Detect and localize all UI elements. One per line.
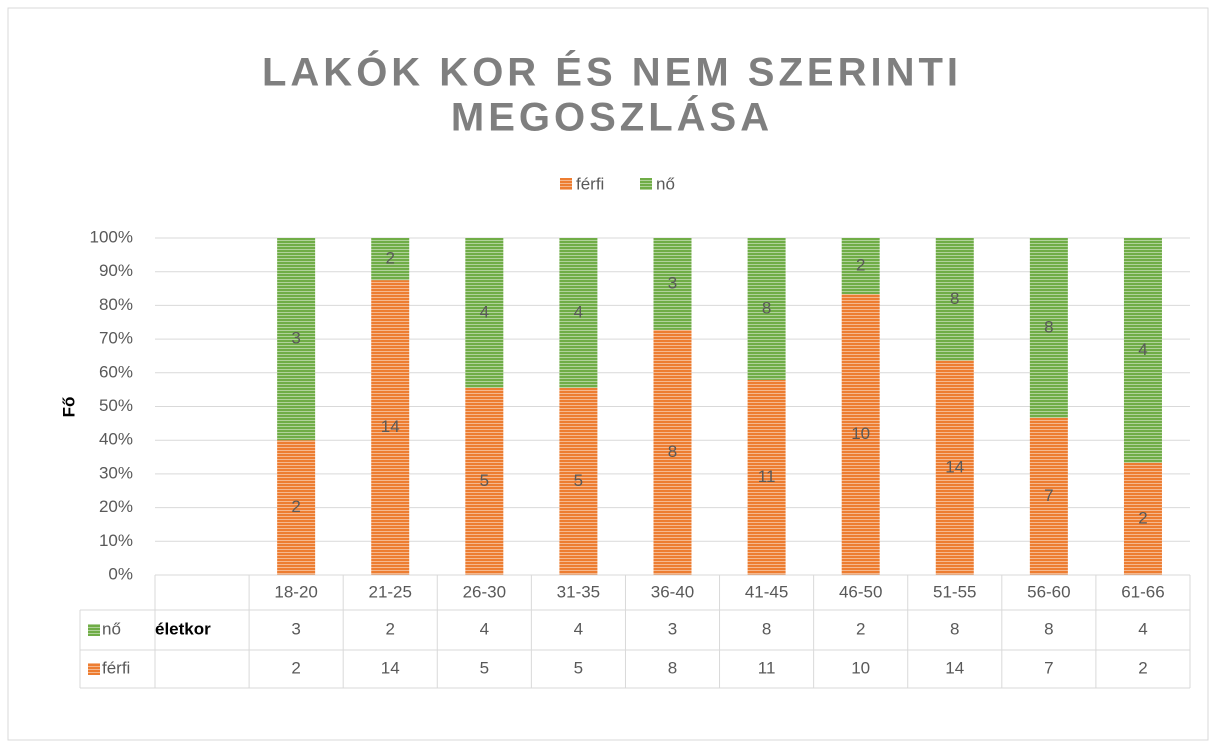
data-label: 11 (758, 467, 776, 486)
data-label: 3 (668, 273, 677, 292)
y-tick-label: 100% (90, 227, 133, 246)
bar-segment (935, 360, 974, 575)
bar-segment (653, 329, 692, 575)
bar-segment (465, 238, 504, 388)
y-tick-label: 0% (108, 564, 133, 583)
data-label: 2 (856, 256, 865, 275)
legend-label: férfi (576, 174, 604, 193)
table-cell: 5 (574, 658, 583, 677)
table-cell: 11 (758, 658, 776, 677)
x-tick-label: 51-55 (933, 582, 976, 601)
table-legend-swatch (88, 663, 100, 675)
chart-border (7, 7, 1209, 741)
y-tick-label: 50% (99, 396, 133, 415)
x-axis-label: életkor (155, 619, 211, 638)
legend-label: nő (656, 174, 675, 193)
table-cell: 4 (574, 619, 583, 638)
bar-segment (277, 440, 316, 575)
y-tick-label: 30% (99, 463, 133, 482)
data-label: 4 (1138, 340, 1147, 359)
table-cell: 2 (291, 658, 300, 677)
y-tick-label: 40% (99, 430, 133, 449)
table-cell: 8 (668, 658, 677, 677)
x-tick-label: 36-40 (651, 582, 694, 601)
table-cell: 4 (1138, 619, 1147, 638)
data-label: 4 (574, 302, 583, 321)
table-cell: 7 (1044, 658, 1053, 677)
bar-segment (1029, 238, 1068, 418)
data-label: 8 (668, 442, 677, 461)
bar-segment (747, 238, 786, 380)
x-tick-label: 61-66 (1121, 582, 1164, 601)
table-legend-swatch (88, 624, 100, 636)
data-label: 4 (480, 302, 489, 321)
x-tick-label: 46-50 (839, 582, 882, 601)
legend-swatch (640, 178, 652, 190)
bar-segment (1123, 462, 1162, 575)
y-tick-label: 60% (99, 362, 133, 381)
table-cell: 14 (945, 658, 964, 677)
x-tick-label: 31-35 (557, 582, 600, 601)
bar-segment (1123, 238, 1162, 463)
table-cell: 2 (385, 619, 394, 638)
table-cell: 5 (480, 658, 489, 677)
bar-segment (465, 387, 504, 575)
data-label: 2 (291, 497, 300, 516)
chart-title: LAKÓK KOR ÉS NEM SZERINTI (262, 49, 962, 95)
table-cell: 8 (1044, 619, 1053, 638)
x-tick-label: 56-60 (1027, 582, 1070, 601)
data-label: 3 (291, 329, 300, 348)
y-tick-label: 10% (99, 531, 133, 550)
y-axis-label: Fő (59, 397, 78, 418)
table-cell: 8 (950, 619, 959, 638)
table-cell: 14 (381, 658, 400, 677)
y-tick-label: 90% (99, 261, 133, 280)
y-tick-label: 80% (99, 295, 133, 314)
bar-segment (653, 238, 692, 330)
bar-segment (841, 294, 880, 575)
x-tick-label: 18-20 (274, 582, 317, 601)
bar-segment (935, 238, 974, 361)
table-cell: 4 (480, 619, 489, 638)
y-tick-label: 20% (99, 497, 133, 516)
bar-segment (559, 387, 598, 575)
x-tick-label: 26-30 (463, 582, 506, 601)
bar-segment (371, 238, 410, 281)
bar-segment (277, 238, 316, 441)
table-cell: 2 (1138, 658, 1147, 677)
data-label: 14 (381, 417, 400, 436)
table-cell: 8 (762, 619, 771, 638)
y-tick-label: 70% (99, 329, 133, 348)
bar-segment (841, 238, 880, 295)
data-label: 5 (480, 471, 489, 490)
table-cell: 3 (291, 619, 300, 638)
bar-segment (1029, 417, 1068, 575)
x-tick-label: 41-45 (745, 582, 788, 601)
bar-segment (747, 379, 786, 575)
data-label: 10 (851, 424, 870, 443)
data-label: 8 (1044, 317, 1053, 336)
table-cell: 10 (851, 658, 870, 677)
data-label: 7 (1044, 486, 1053, 505)
data-label: 2 (1138, 508, 1147, 527)
data-label: 8 (950, 289, 959, 308)
bar-segment (559, 238, 598, 388)
data-label: 14 (945, 457, 964, 476)
table-cell: 3 (668, 619, 677, 638)
table-cell: 2 (856, 619, 865, 638)
x-tick-label: 21-25 (368, 582, 411, 601)
data-label: 2 (385, 249, 394, 268)
table-series-name: nő (102, 619, 121, 638)
bar-segment (371, 280, 410, 575)
table-series-name: férfi (102, 658, 130, 677)
legend-swatch (560, 178, 572, 190)
data-label: 8 (762, 298, 771, 317)
chart-title: MEGOSZLÁSA (451, 95, 773, 140)
data-label: 5 (574, 471, 583, 490)
